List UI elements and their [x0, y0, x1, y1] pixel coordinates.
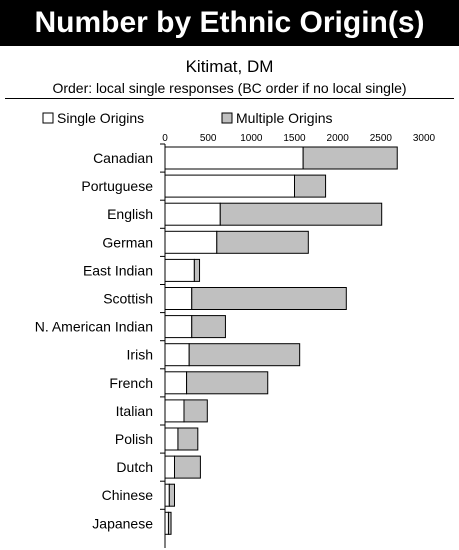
category-label: Dutch	[116, 459, 153, 475]
legend: Single Origins Multiple Origins	[42, 110, 332, 126]
legend-swatch-single-origins	[42, 112, 54, 124]
bar-multiple	[193, 258, 201, 282]
y-axis: Canadian Portuguese English German East Indi…	[35, 143, 166, 548]
bar-single	[164, 202, 221, 226]
category-label: English	[107, 206, 153, 222]
category-label: East Indian	[83, 262, 153, 278]
bar-single	[164, 343, 190, 367]
bar-multiple	[186, 371, 269, 395]
bar-multiple	[294, 174, 327, 198]
order-note: Order: local single responses (BC order …	[52, 80, 407, 96]
bar-multiple	[188, 343, 301, 367]
category-label: Irish	[127, 347, 153, 363]
bar-multiple	[219, 202, 383, 226]
bar-multiple	[168, 483, 175, 507]
x-tick-label: 1000	[240, 133, 263, 144]
x-tick-label: 3000	[413, 133, 436, 144]
category-label: French	[109, 375, 153, 391]
bar-single	[164, 230, 218, 254]
legend-label-multiple-origins: Multiple Origins	[236, 110, 332, 126]
x-axis: 0 500 1000 1500 2000 2500 3000	[162, 133, 435, 144]
category-label: Scottish	[103, 291, 153, 307]
chart-title: Number by Ethnic Origin(s)	[0, 0, 459, 46]
bar-multiple	[183, 399, 208, 423]
x-tick-label: 2500	[370, 133, 393, 144]
category-label: Italian	[116, 403, 153, 419]
legend-label-single-origins: Single Origins	[57, 110, 144, 126]
bar-single	[164, 146, 304, 170]
x-tick-label: 1500	[283, 133, 306, 144]
bar-multiple	[191, 315, 226, 339]
category-label: German	[102, 234, 153, 250]
x-tick-label: 500	[200, 133, 217, 144]
bar-multiple	[173, 455, 201, 479]
category-label: Canadian	[93, 150, 153, 166]
bar-multiple	[167, 511, 172, 535]
bar-multiple	[177, 427, 199, 451]
category-label: N. American Indian	[35, 319, 153, 335]
category-label: Polish	[115, 431, 153, 447]
bar-multiple	[216, 230, 309, 254]
x-tick-label: 0	[162, 133, 168, 144]
x-tick-label: 2000	[327, 133, 350, 144]
bar-multiple	[302, 146, 398, 170]
bar-single	[164, 258, 195, 282]
divider	[5, 98, 454, 99]
legend-swatch-multiple-origins	[221, 112, 233, 124]
category-label: Japanese	[92, 515, 153, 531]
bar-single	[164, 511, 169, 535]
category-label: Chinese	[102, 487, 154, 503]
bar-single	[164, 455, 175, 479]
bar-multiple	[191, 287, 347, 310]
bar-single	[164, 287, 193, 310]
bar-single	[164, 483, 170, 507]
category-label: Portuguese	[81, 178, 153, 194]
bar-single	[164, 427, 179, 451]
bar-single	[164, 315, 193, 339]
chart-subtitle: Kitimat, DM	[185, 57, 274, 76]
bar-single	[164, 399, 185, 423]
bar-single	[164, 174, 295, 198]
bar-single	[164, 371, 188, 395]
bars	[164, 146, 398, 535]
